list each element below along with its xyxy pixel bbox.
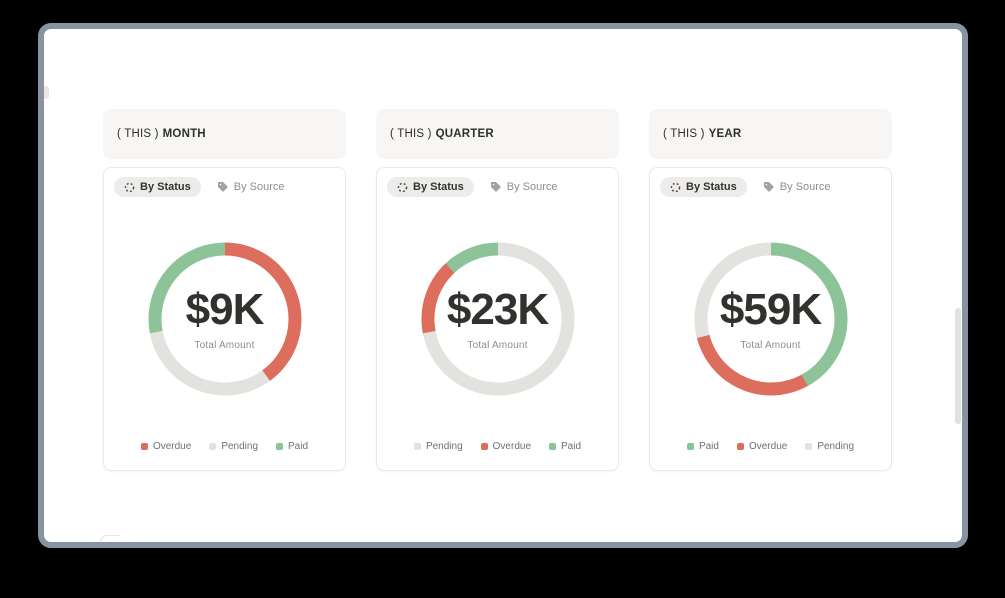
period-name: QUARTER <box>435 128 494 140</box>
legend-item-pending[interactable]: Pending <box>413 441 463 452</box>
legend-item-overdue[interactable]: Overdue <box>140 441 192 452</box>
legend-item-overdue[interactable]: Overdue <box>736 441 788 452</box>
loader-icon <box>670 182 681 192</box>
tab-label: By Status <box>686 181 737 193</box>
legend-marker <box>276 443 284 450</box>
donut-chart-month: $9K Total Amount <box>145 239 305 399</box>
tag-icon <box>490 182 501 192</box>
period-header-month: ( THIS ) MONTH <box>103 109 346 159</box>
period-prefix: ( THIS ) <box>117 128 159 140</box>
period-cards-row: ( THIS ) MONTH By Status <box>103 109 892 471</box>
legend-label: Overdue <box>492 441 532 452</box>
tab-label: By Source <box>506 181 558 193</box>
side-drag-handle[interactable] <box>44 86 49 99</box>
chart-tabs: By Status By Source <box>660 177 881 197</box>
donut-chart-quarter: $23K Total Amount <box>418 239 578 399</box>
chart-legend: Paid Overdue Pending <box>660 441 881 452</box>
chart-tabs: By Status By Source <box>114 177 335 197</box>
legend-label: Overdue <box>152 441 192 452</box>
legend-marker <box>549 443 557 450</box>
period-header-quarter: ( THIS ) QUARTER <box>376 109 619 159</box>
chart-card-quarter: By Status By Source $23K <box>376 167 619 471</box>
next-card-corner-hint <box>100 535 120 542</box>
chart-card-year: By Status By Source $59K <box>649 167 892 471</box>
donut-segment-paid[interactable] <box>145 239 305 399</box>
donut-segment-pending[interactable] <box>145 239 305 399</box>
period-prefix: ( THIS ) <box>663 128 705 140</box>
legend-item-overdue[interactable]: Overdue <box>480 441 532 452</box>
period-prefix: ( THIS ) <box>390 128 432 140</box>
tag-icon <box>217 182 228 192</box>
dashboard-content: ( THIS ) MONTH By Status <box>44 29 962 542</box>
period-name: YEAR <box>708 128 742 140</box>
donut-segment-overdue[interactable] <box>418 239 578 399</box>
legend-label: Pending <box>221 441 259 452</box>
legend-item-pending[interactable]: Pending <box>209 441 258 452</box>
legend-marker <box>413 443 421 450</box>
period-header-year: ( THIS ) YEAR <box>649 109 892 159</box>
legend-label: Paid <box>698 441 719 452</box>
tab-label: By Source <box>233 181 285 193</box>
legend-item-paid[interactable]: Paid <box>276 441 308 452</box>
legend-marker <box>686 443 694 450</box>
donut-ring <box>418 239 578 399</box>
card-this-month: ( THIS ) MONTH By Status <box>103 109 346 471</box>
loader-icon <box>124 182 135 192</box>
chart-legend: Overdue Pending Paid <box>114 441 335 452</box>
legend-marker <box>140 443 148 450</box>
period-name: MONTH <box>162 128 206 140</box>
app-window: ( THIS ) MONTH By Status <box>38 23 968 548</box>
legend-marker <box>805 443 813 450</box>
legend-label: Pending <box>817 441 855 452</box>
chart-card-month: By Status By Source $9K <box>103 167 346 471</box>
tag-icon <box>763 182 774 192</box>
tab-by-source[interactable]: By Source <box>207 177 295 197</box>
tab-by-status[interactable]: By Status <box>387 177 474 197</box>
card-this-quarter: ( THIS ) QUARTER By Status <box>376 109 619 471</box>
tab-by-status[interactable]: By Status <box>114 177 201 197</box>
donut-ring <box>691 239 851 399</box>
vertical-scrollbar-thumb[interactable] <box>955 308 961 424</box>
legend-item-paid[interactable]: Paid <box>549 441 581 452</box>
legend-marker <box>480 443 488 450</box>
legend-item-paid[interactable]: Paid <box>686 441 719 452</box>
donut-segment-overdue[interactable] <box>691 239 851 399</box>
legend-marker <box>736 443 744 450</box>
donut-chart-year: $59K Total Amount <box>691 239 851 399</box>
legend-item-pending[interactable]: Pending <box>805 441 854 452</box>
legend-label: Paid <box>288 441 309 452</box>
card-this-year: ( THIS ) YEAR By Status <box>649 109 892 471</box>
legend-label: Overdue <box>748 441 788 452</box>
tab-label: By Status <box>140 181 191 193</box>
donut-segment-paid[interactable] <box>418 239 578 399</box>
tab-by-source[interactable]: By Source <box>480 177 568 197</box>
tab-by-status[interactable]: By Status <box>660 177 747 197</box>
donut-segment-pending[interactable] <box>691 239 851 399</box>
loader-icon <box>397 182 408 192</box>
chart-legend: Pending Overdue Paid <box>387 441 608 452</box>
legend-label: Pending <box>425 441 463 452</box>
tab-label: By Status <box>413 181 464 193</box>
legend-label: Paid <box>561 441 582 452</box>
tab-label: By Source <box>779 181 831 193</box>
chart-tabs: By Status By Source <box>387 177 608 197</box>
legend-marker <box>209 443 217 450</box>
donut-ring <box>145 239 305 399</box>
tab-by-source[interactable]: By Source <box>753 177 841 197</box>
